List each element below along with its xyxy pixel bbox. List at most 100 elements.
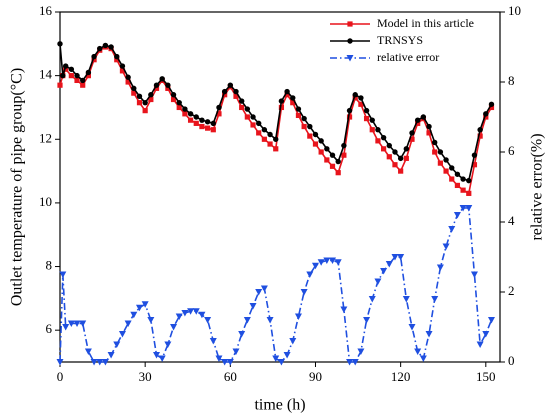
marker (148, 92, 154, 98)
marker (198, 311, 206, 319)
marker (358, 101, 364, 107)
marker (193, 114, 199, 120)
marker (135, 304, 143, 312)
marker (153, 352, 161, 359)
marker (386, 142, 392, 149)
legend: Model in this article TRNSYS relative erro… (330, 16, 474, 64)
marker (335, 158, 341, 165)
marker (56, 359, 64, 366)
marker (192, 308, 200, 315)
marker (312, 131, 319, 138)
marker (119, 68, 126, 74)
marker (329, 257, 337, 264)
y-tick-label: 10 (39, 194, 52, 209)
marker (79, 320, 87, 327)
x-tick-label: 30 (139, 369, 152, 384)
marker (210, 127, 216, 133)
marker (63, 66, 69, 72)
marker (222, 92, 228, 98)
marker (216, 111, 222, 117)
marker (294, 313, 302, 320)
marker (260, 285, 268, 292)
marker (392, 162, 398, 168)
marker (448, 226, 456, 233)
marker (323, 257, 331, 264)
marker (426, 123, 432, 130)
marker (124, 320, 132, 327)
marker (284, 92, 290, 98)
marker (454, 171, 461, 177)
marker (125, 74, 131, 80)
marker (130, 311, 138, 319)
marker (476, 341, 484, 348)
marker (306, 271, 314, 278)
marker (351, 359, 359, 366)
marker (375, 138, 381, 144)
y-tick-label: 8 (46, 258, 53, 273)
marker (125, 79, 131, 85)
marker (267, 141, 273, 147)
marker (471, 152, 478, 158)
marker (363, 107, 370, 114)
marker (221, 88, 228, 95)
marker (118, 331, 126, 338)
marker (358, 95, 364, 101)
marker (436, 264, 444, 271)
marker (426, 130, 432, 136)
y2-axis-label: relative error(%) (529, 133, 546, 240)
marker (80, 82, 86, 88)
marker (437, 149, 444, 155)
x-tick-label: 120 (391, 369, 411, 384)
marker (409, 130, 415, 136)
marker (233, 93, 239, 99)
x-tick-label: 90 (309, 369, 322, 384)
marker (90, 359, 98, 366)
marker (176, 104, 182, 111)
marker (470, 271, 478, 278)
marker (147, 317, 155, 324)
marker (471, 162, 478, 168)
marker (250, 114, 256, 120)
marker (295, 112, 302, 119)
marker (290, 95, 296, 101)
marker (182, 111, 188, 117)
marker (209, 338, 217, 345)
marker (107, 352, 115, 359)
marker (369, 127, 375, 133)
marker (261, 136, 267, 142)
marker (347, 21, 353, 27)
marker (307, 133, 313, 139)
marker (250, 122, 256, 128)
marker (408, 324, 416, 331)
marker (357, 348, 365, 355)
y-tick-label: 12 (39, 130, 52, 145)
y2-tick-label: 0 (508, 353, 515, 368)
marker (465, 205, 473, 212)
marker (488, 104, 495, 111)
marker (482, 331, 490, 338)
marker (460, 187, 466, 193)
marker (277, 359, 285, 366)
marker (238, 98, 245, 104)
marker (204, 119, 211, 125)
marker (91, 57, 97, 63)
marker (62, 324, 70, 331)
marker (397, 254, 405, 261)
marker (85, 69, 92, 76)
marker (352, 92, 358, 98)
marker (415, 120, 421, 126)
marker (437, 160, 443, 166)
marker (385, 261, 393, 268)
marker (101, 359, 109, 366)
plot-frame (59, 11, 501, 363)
marker (347, 38, 353, 44)
marker (340, 306, 348, 313)
marker (142, 99, 148, 106)
marker (346, 107, 353, 114)
marker (136, 93, 143, 100)
marker (324, 146, 330, 152)
marker (402, 296, 410, 303)
marker (113, 341, 121, 348)
marker (391, 254, 399, 261)
